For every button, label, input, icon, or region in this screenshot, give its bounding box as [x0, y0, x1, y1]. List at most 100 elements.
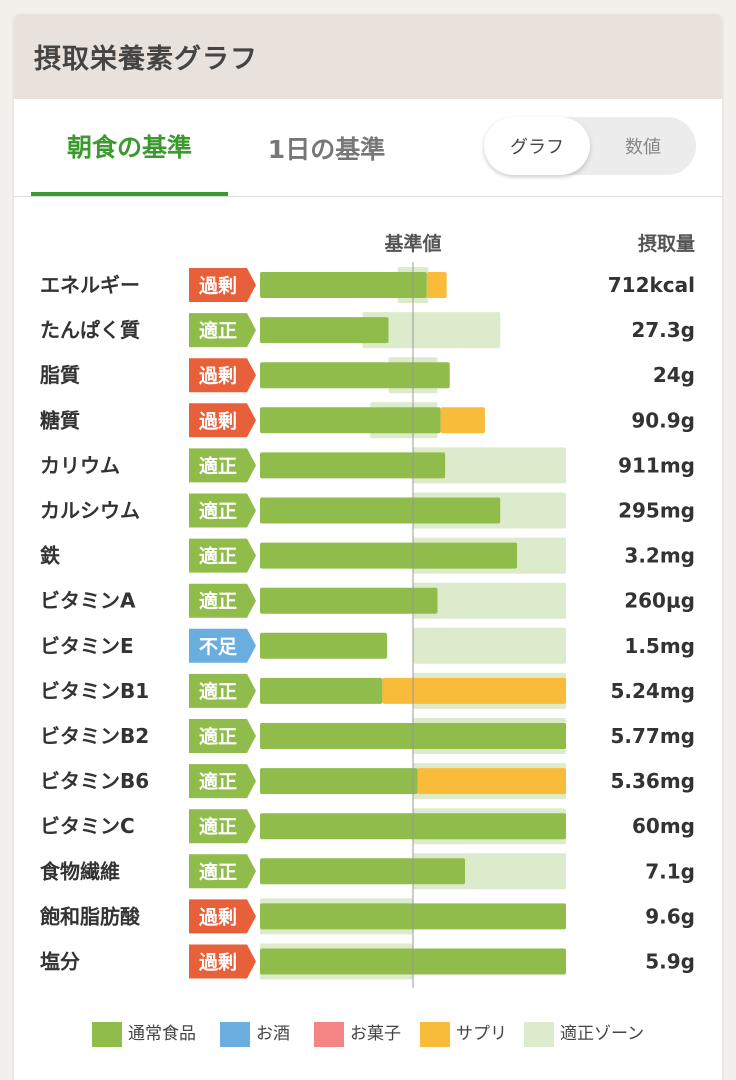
nutrient-label: たんぱく質 [40, 318, 140, 342]
status-badge [189, 358, 256, 393]
intake-value: 24g [653, 363, 695, 387]
nutrient-label: ビタミンA [40, 589, 136, 613]
status-badge [189, 764, 256, 799]
intake-value: 260μg [624, 589, 695, 613]
toggle-values-button[interactable]: 数値 [625, 137, 661, 158]
status-badge-label: 適正 [199, 545, 237, 568]
legend-swatch [92, 1022, 122, 1047]
intake-value: 9.6g [645, 904, 695, 928]
nutrient-label: カリウム [40, 453, 120, 477]
normal-food-bar [260, 632, 387, 659]
legend-label: お酒 [256, 1024, 290, 1044]
nutrient-label: 糖質 [40, 408, 80, 432]
status-badge-label: 過剰 [199, 409, 237, 432]
normal-food-bar [260, 362, 450, 389]
nutrient-label: ビタミンB2 [40, 724, 149, 748]
legend-swatch [524, 1022, 554, 1047]
status-badge-label: 適正 [199, 590, 237, 613]
nutrient-label: エネルギー [40, 273, 140, 297]
legend-label: サプリ [456, 1024, 507, 1044]
status-badge-label: 過剰 [199, 274, 237, 297]
status-badge [189, 403, 256, 438]
intake-value: 5.77mg [610, 724, 695, 748]
normal-food-bar [260, 452, 446, 479]
supplement-bar [417, 768, 566, 795]
normal-food-bar [260, 542, 518, 569]
status-badge [189, 719, 256, 753]
status-badge [189, 899, 256, 934]
card-header: 摂取栄養素グラフ [14, 14, 722, 99]
supplement-bar [382, 677, 566, 704]
status-badge-label: 適正 [199, 680, 237, 703]
nutrient-label: 鉄 [40, 544, 60, 568]
nutrient-label: 飽和脂肪酸 [40, 904, 141, 928]
status-badge [189, 854, 256, 889]
normal-food-bar [260, 497, 501, 524]
status-badge-label: 適正 [199, 725, 237, 748]
status-badge-label: 適正 [199, 860, 237, 883]
status-badge-label: 適正 [199, 319, 237, 342]
tabs-row: 朝食の基準 1日の基準 グラフ 数値 [14, 99, 722, 197]
nutrient-label: ビタミンB1 [40, 679, 149, 703]
status-badge-label: 適正 [199, 500, 237, 523]
status-badge-label: 過剰 [199, 364, 237, 387]
toggle-graph-button[interactable]: グラフ [484, 117, 590, 175]
status-badge [189, 583, 256, 618]
status-badge-label: 過剰 [199, 951, 237, 974]
legend-swatch [314, 1022, 344, 1047]
normal-food-bar [260, 272, 427, 298]
zone-bar [413, 582, 566, 619]
supplement-bar [440, 407, 485, 434]
status-badge [189, 809, 256, 844]
intake-value: 1.5mg [624, 634, 695, 658]
supplement-bar [426, 272, 447, 298]
nutrient-label: 食物繊維 [40, 859, 120, 883]
intake-value: 60mg [632, 814, 695, 838]
zone-bar [413, 447, 566, 484]
tab-breakfast-standard[interactable]: 朝食の基準 [31, 99, 228, 196]
tab-daily-standard[interactable]: 1日の基準 [267, 134, 386, 164]
nutrient-label: カルシウム [40, 499, 140, 523]
intake-value: 295mg [618, 499, 695, 523]
intake-value: 712kcal [608, 273, 695, 297]
normal-food-bar [260, 407, 441, 434]
status-badge-label: 適正 [199, 815, 237, 838]
status-badge-label: 不足 [199, 636, 238, 658]
status-badge [189, 538, 256, 573]
intake-value: 5.36mg [610, 769, 695, 793]
intake-value: 5.24mg [610, 679, 695, 703]
intake-value: 911mg [618, 453, 695, 477]
normal-food-bar [260, 768, 418, 795]
normal-food-bar [260, 317, 389, 344]
status-badge [189, 268, 256, 302]
nutrient-label: 塩分 [40, 950, 80, 974]
status-badge [189, 673, 256, 708]
legend-swatch [220, 1022, 250, 1047]
nutrient-label: ビタミンE [40, 634, 134, 658]
status-badge-label: 適正 [199, 770, 237, 793]
intake-value: 7.1g [645, 859, 695, 883]
status-badge-label: 適正 [199, 454, 237, 477]
nutrient-label: 脂質 [40, 363, 80, 387]
view-toggle: グラフ 数値 [484, 117, 696, 175]
legend-label: 通常食品 [128, 1024, 196, 1044]
normal-food-bar [260, 587, 438, 614]
intake-value: 27.3g [631, 318, 695, 342]
intake-header: 摂取量 [638, 232, 695, 255]
status-badge-label: 過剰 [199, 905, 237, 928]
status-badge [189, 628, 256, 663]
zone-bar [413, 627, 566, 664]
status-badge [189, 493, 256, 528]
status-badge [189, 448, 256, 483]
normal-food-bar [260, 677, 383, 704]
normal-food-bar [260, 858, 466, 885]
legend-label: お菓子 [350, 1024, 401, 1044]
legend-swatch [420, 1022, 450, 1047]
status-badge [189, 944, 256, 979]
intake-value: 90.9g [631, 408, 695, 432]
card-title: 摂取栄養素グラフ [34, 44, 258, 75]
zone-bar [362, 312, 501, 349]
intake-value: 3.2mg [624, 544, 695, 568]
nutrient-label: ビタミンB6 [40, 769, 149, 793]
